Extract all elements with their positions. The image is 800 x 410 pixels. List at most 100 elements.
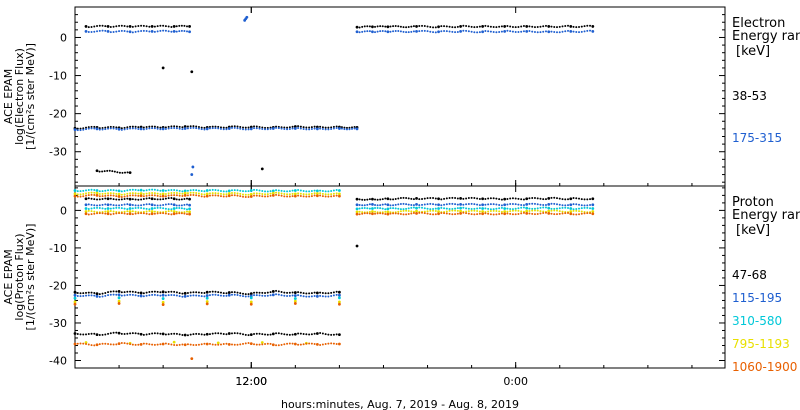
proton-data-point	[338, 293, 341, 297]
proton-data-point	[126, 203, 129, 206]
proton-data-point	[128, 212, 132, 216]
proton-data-point	[412, 204, 415, 207]
proton-data-point	[293, 194, 297, 198]
proton-data-point	[280, 294, 283, 297]
proton-data-point	[389, 212, 392, 215]
proton-data-point	[244, 190, 247, 193]
proton-data-point	[140, 204, 143, 207]
proton-data-point	[580, 204, 583, 207]
proton-data-point	[104, 197, 107, 200]
proton-data-point	[109, 293, 112, 296]
electron-data-point	[195, 127, 198, 130]
proton-data-point	[131, 290, 134, 293]
proton-data-point	[104, 210, 107, 213]
electron-data-point	[528, 25, 531, 28]
proton-data-point	[150, 210, 154, 213]
proton-data-point	[572, 209, 575, 212]
electron-data-point	[498, 25, 501, 28]
proton-data-point	[107, 343, 110, 346]
proton-data-point	[434, 203, 437, 206]
proton-data-point	[151, 293, 154, 296]
proton-data-point	[291, 294, 294, 297]
proton-data-point	[315, 294, 319, 298]
electron-data-point	[219, 127, 222, 130]
proton-data-point	[183, 211, 186, 214]
proton-data-point	[189, 294, 192, 297]
proton-data-point	[264, 333, 267, 336]
electron-data-point	[432, 26, 435, 29]
electron-data-point	[242, 128, 245, 131]
proton-data-point	[476, 207, 479, 210]
electron-data-point	[381, 25, 384, 28]
proton-data-point	[82, 294, 85, 297]
electron-data-point	[394, 29, 397, 32]
electron-data-point	[402, 26, 405, 29]
proton-data-point	[159, 206, 162, 209]
proton-data-point	[374, 207, 377, 210]
electron-data-point	[214, 127, 217, 130]
electron-data-point	[116, 171, 119, 174]
electron-data-point	[410, 25, 413, 28]
proton-data-point	[139, 291, 143, 295]
electron-data-point	[476, 31, 479, 34]
proton-data-point	[280, 189, 283, 192]
proton-data-point	[115, 206, 118, 209]
proton-data-point	[286, 195, 289, 198]
proton-data-point	[192, 333, 195, 336]
proton-data-point	[536, 203, 539, 206]
proton-data-point	[481, 212, 485, 216]
proton-data-point	[227, 291, 231, 294]
electron-data-point	[459, 29, 462, 33]
electron-data-point	[269, 127, 272, 130]
proton-data-point	[332, 291, 335, 294]
proton-data-point	[117, 189, 121, 193]
electron-data-point	[569, 29, 573, 33]
proton-data-point	[150, 203, 154, 207]
electron-data-point	[484, 30, 487, 33]
proton-data-point	[454, 197, 457, 200]
proton-data-point	[181, 334, 184, 337]
proton-data-point	[129, 290, 132, 293]
proton-data-point	[266, 195, 269, 198]
electron-data-point	[247, 126, 250, 129]
proton-data-point	[473, 207, 476, 210]
proton-data-point	[448, 196, 451, 199]
proton-data-point	[470, 196, 473, 199]
proton-data-point	[137, 212, 140, 215]
electron-data-point	[384, 30, 387, 33]
electron-data-point	[175, 25, 178, 28]
proton-data-point	[90, 197, 93, 200]
electron-data-point	[561, 25, 564, 28]
proton-data-point	[456, 209, 459, 212]
proton-data-point	[159, 195, 162, 198]
proton-data-point	[170, 293, 173, 296]
proton-data-point	[195, 291, 198, 294]
proton-data-point	[188, 207, 191, 211]
electron-data-point	[134, 127, 137, 130]
proton-data-point	[249, 342, 253, 346]
proton-data-point	[236, 343, 239, 346]
electron-data-point	[280, 127, 283, 130]
proton-data-point	[117, 293, 121, 297]
electron-data-point	[98, 24, 101, 27]
proton-data-point	[277, 332, 280, 335]
proton-data-point	[148, 343, 151, 346]
proton-data-point	[266, 294, 269, 297]
proton-data-point	[426, 203, 429, 206]
proton-data-point	[465, 203, 468, 206]
electron-data-point	[366, 30, 369, 33]
proton-data-point	[76, 342, 79, 345]
proton-data-point	[321, 343, 324, 346]
proton-data-point	[148, 192, 151, 195]
proton-data-point	[90, 191, 93, 194]
proton-data-point	[107, 294, 110, 297]
proton-data-point	[465, 207, 468, 210]
electron-data-point	[335, 125, 338, 128]
proton-data-point	[293, 302, 297, 305]
proton-data-point	[423, 203, 426, 206]
proton-data-point	[104, 207, 107, 210]
proton-data-point	[126, 332, 129, 335]
proton-data-point	[189, 291, 192, 294]
electron-data-point	[462, 24, 465, 27]
proton-data-point	[589, 203, 592, 206]
